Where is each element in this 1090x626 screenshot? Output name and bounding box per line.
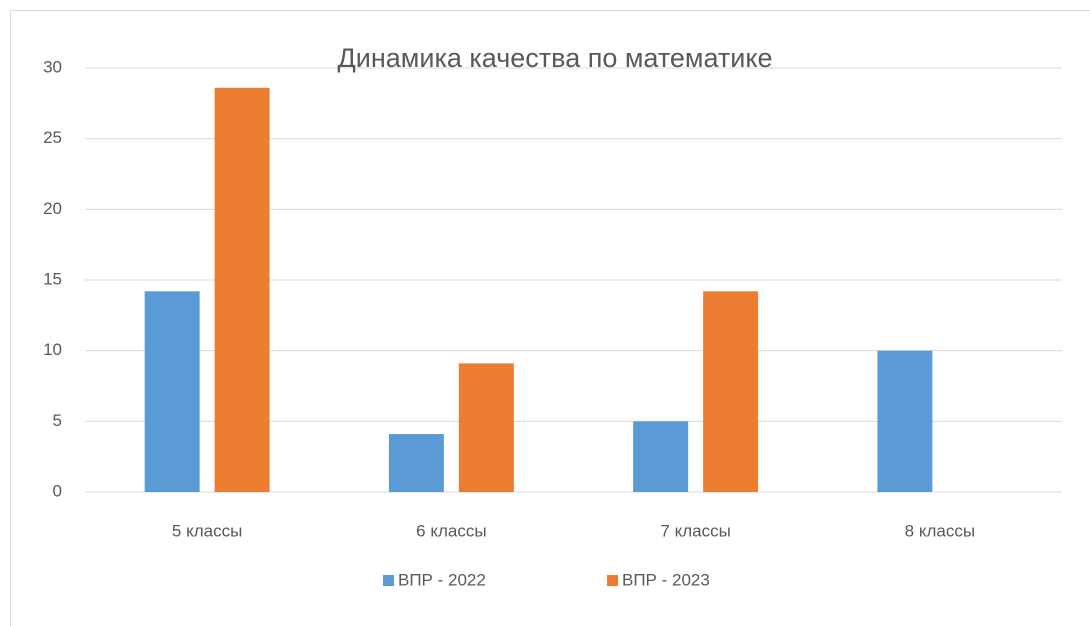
legend-label: ВПР - 2022 <box>398 570 486 589</box>
bar <box>633 421 689 492</box>
y-tick-label: 30 <box>43 57 62 76</box>
chart-title: Динамика качества по математике <box>338 43 773 73</box>
legend-swatch <box>383 575 394 586</box>
y-tick-label: 20 <box>43 199 62 218</box>
x-tick-label: 8 классы <box>905 521 975 540</box>
bar <box>877 350 933 492</box>
legend-swatch <box>607 575 618 586</box>
x-tick-label: 5 классы <box>172 521 242 540</box>
y-tick-label: 15 <box>43 269 62 288</box>
y-tick-label: 0 <box>53 481 62 500</box>
bar <box>458 363 514 492</box>
chart-frame <box>10 10 1090 626</box>
bar <box>388 434 444 492</box>
legend-label: ВПР - 2023 <box>622 570 710 589</box>
x-tick-label: 6 классы <box>416 521 486 540</box>
x-tick-label: 7 классы <box>660 521 730 540</box>
y-tick-label: 10 <box>43 340 62 359</box>
y-tick-label: 5 <box>53 411 62 430</box>
y-tick-label: 25 <box>43 128 62 147</box>
bar <box>144 291 200 492</box>
bar <box>703 291 759 492</box>
bar <box>214 87 270 492</box>
